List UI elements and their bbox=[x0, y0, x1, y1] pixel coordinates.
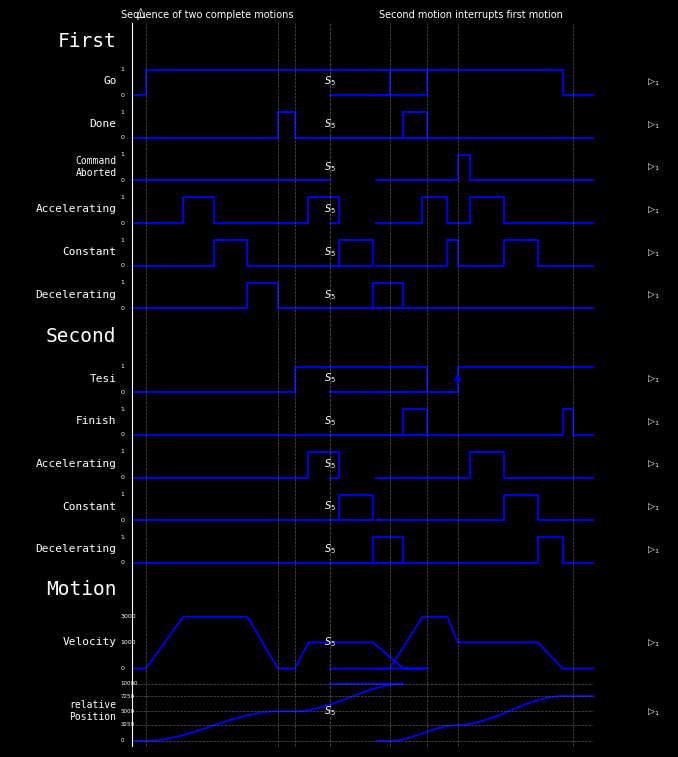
Text: $\triangleright_1$: $\triangleright_1$ bbox=[647, 637, 660, 648]
Text: 0: 0 bbox=[121, 390, 125, 394]
Text: △: △ bbox=[136, 6, 145, 19]
Text: $S_5$: $S_5$ bbox=[324, 160, 336, 173]
Text: $\triangleright_1$: $\triangleright_1$ bbox=[647, 459, 660, 469]
Text: Accelerating: Accelerating bbox=[36, 204, 117, 214]
Text: 1: 1 bbox=[121, 534, 125, 540]
Text: 0: 0 bbox=[121, 136, 125, 140]
Text: $S_5$: $S_5$ bbox=[324, 414, 336, 428]
Text: 1: 1 bbox=[121, 280, 125, 285]
Text: 1: 1 bbox=[121, 152, 125, 157]
Text: 0: 0 bbox=[121, 666, 125, 671]
Text: 0: 0 bbox=[121, 220, 125, 226]
Text: $\triangleright_1$: $\triangleright_1$ bbox=[647, 501, 660, 512]
Text: Go: Go bbox=[103, 76, 117, 86]
Text: Command
Aborted: Command Aborted bbox=[75, 156, 117, 178]
Text: $\triangleright_1$: $\triangleright_1$ bbox=[647, 373, 660, 384]
Text: Decelerating: Decelerating bbox=[36, 290, 117, 300]
Text: Sequence of two complete motions: Sequence of two complete motions bbox=[121, 11, 293, 20]
Text: 1000: 1000 bbox=[121, 640, 136, 645]
Text: $S_5$: $S_5$ bbox=[324, 245, 336, 259]
Text: 0: 0 bbox=[121, 178, 125, 183]
Text: 1: 1 bbox=[121, 450, 125, 454]
Text: 0: 0 bbox=[121, 432, 125, 438]
Text: 3250: 3250 bbox=[121, 722, 135, 727]
Text: Finish: Finish bbox=[76, 416, 117, 426]
Text: 0: 0 bbox=[121, 518, 125, 522]
Text: 1: 1 bbox=[121, 67, 125, 72]
Text: $\triangleright_1$: $\triangleright_1$ bbox=[647, 247, 660, 257]
Text: Constant: Constant bbox=[62, 502, 117, 512]
Text: 3000: 3000 bbox=[121, 615, 136, 619]
Text: $S_5$: $S_5$ bbox=[324, 542, 336, 556]
Text: 0: 0 bbox=[121, 263, 125, 268]
Text: Accelerating: Accelerating bbox=[36, 459, 117, 469]
Text: $S_5$: $S_5$ bbox=[324, 74, 336, 89]
Text: 1: 1 bbox=[121, 364, 125, 369]
Text: Second motion interrupts first motion: Second motion interrupts first motion bbox=[379, 11, 563, 20]
Text: $S_5$: $S_5$ bbox=[324, 635, 336, 650]
Text: 0: 0 bbox=[121, 738, 124, 743]
Text: 1: 1 bbox=[121, 238, 125, 243]
Text: $\triangleright_1$: $\triangleright_1$ bbox=[647, 416, 660, 427]
Text: 0: 0 bbox=[121, 92, 125, 98]
Text: $\triangleright_1$: $\triangleright_1$ bbox=[647, 706, 660, 717]
Text: Done: Done bbox=[89, 119, 117, 129]
Text: Constant: Constant bbox=[62, 247, 117, 257]
Text: $\triangleright_1$: $\triangleright_1$ bbox=[647, 544, 660, 555]
Text: 0: 0 bbox=[121, 306, 125, 311]
Text: 0: 0 bbox=[121, 475, 125, 480]
Text: Second: Second bbox=[46, 327, 117, 346]
Text: $S_5$: $S_5$ bbox=[324, 203, 336, 217]
Text: 0: 0 bbox=[121, 560, 125, 565]
Text: First: First bbox=[58, 32, 117, 51]
Text: Velocity: Velocity bbox=[62, 637, 117, 647]
Text: $S_5$: $S_5$ bbox=[324, 704, 336, 718]
Text: $S_5$: $S_5$ bbox=[324, 288, 336, 301]
Text: Tesi: Tesi bbox=[89, 373, 117, 384]
Text: $S_5$: $S_5$ bbox=[324, 372, 336, 385]
Text: $\triangleright_1$: $\triangleright_1$ bbox=[647, 161, 660, 173]
Text: $S_5$: $S_5$ bbox=[324, 500, 336, 513]
Text: Motion: Motion bbox=[46, 580, 117, 599]
Text: 1: 1 bbox=[121, 195, 125, 200]
Text: 10000: 10000 bbox=[121, 681, 138, 686]
Text: 7250: 7250 bbox=[121, 693, 135, 699]
Text: 1: 1 bbox=[121, 407, 125, 412]
Text: $S_5$: $S_5$ bbox=[324, 457, 336, 471]
Text: $\triangleright_1$: $\triangleright_1$ bbox=[647, 119, 660, 129]
Text: 1: 1 bbox=[121, 110, 125, 114]
Text: 1: 1 bbox=[121, 492, 125, 497]
Text: $\triangleright_1$: $\triangleright_1$ bbox=[647, 204, 660, 215]
Text: $\triangleright_1$: $\triangleright_1$ bbox=[647, 289, 660, 301]
Text: relative
Position: relative Position bbox=[70, 700, 117, 722]
Text: $S_5$: $S_5$ bbox=[324, 117, 336, 131]
Text: 5000: 5000 bbox=[121, 709, 135, 714]
Text: Decelerating: Decelerating bbox=[36, 544, 117, 554]
Text: $\triangleright_1$: $\triangleright_1$ bbox=[647, 76, 660, 87]
